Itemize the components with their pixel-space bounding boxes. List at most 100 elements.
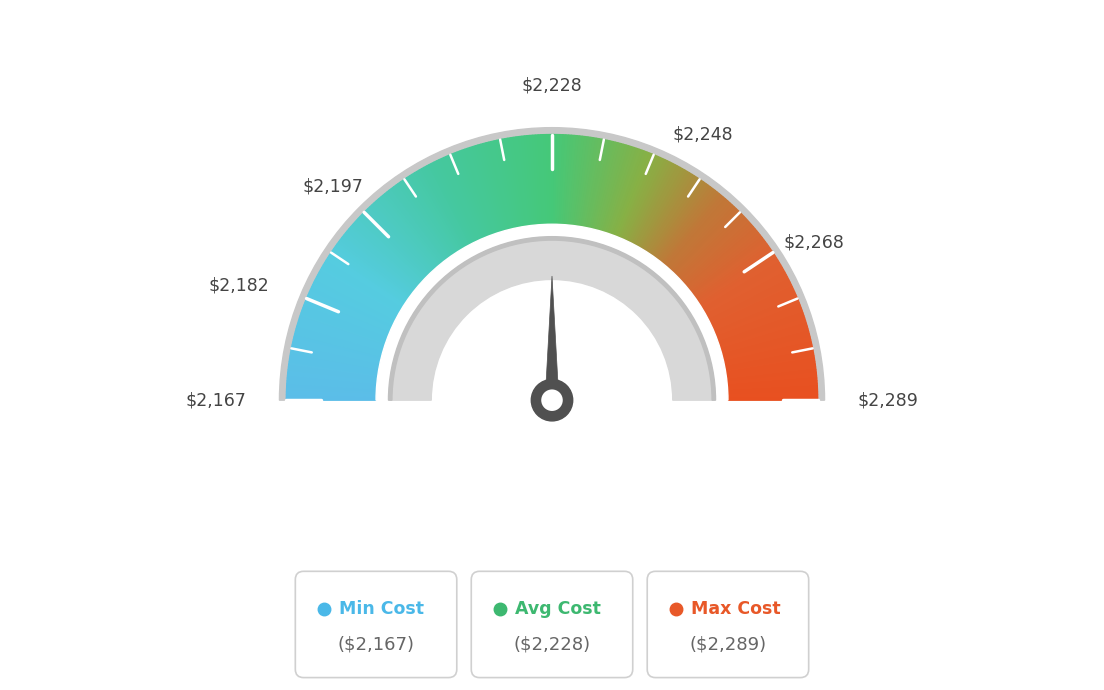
- Wedge shape: [690, 235, 762, 293]
- Wedge shape: [722, 331, 809, 357]
- Wedge shape: [436, 160, 477, 242]
- Wedge shape: [637, 168, 682, 247]
- Wedge shape: [618, 155, 655, 238]
- Wedge shape: [654, 184, 708, 258]
- Wedge shape: [721, 324, 807, 351]
- Wedge shape: [725, 351, 814, 369]
- Text: Avg Cost: Avg Cost: [516, 600, 602, 618]
- Wedge shape: [328, 255, 404, 306]
- Text: ($2,289): ($2,289): [689, 635, 766, 653]
- Wedge shape: [294, 337, 381, 360]
- Wedge shape: [417, 170, 464, 249]
- Wedge shape: [354, 220, 423, 282]
- Wedge shape: [478, 144, 505, 231]
- Wedge shape: [583, 139, 602, 228]
- Wedge shape: [351, 224, 420, 285]
- Wedge shape: [640, 170, 687, 249]
- Wedge shape: [712, 290, 795, 328]
- Wedge shape: [549, 135, 552, 224]
- Wedge shape: [601, 145, 629, 232]
- Wedge shape: [546, 135, 550, 224]
- Wedge shape: [390, 238, 714, 400]
- Wedge shape: [725, 356, 815, 373]
- Wedge shape: [340, 237, 413, 294]
- Wedge shape: [300, 313, 385, 344]
- Wedge shape: [434, 161, 476, 243]
- Wedge shape: [701, 258, 778, 308]
- Wedge shape: [682, 222, 751, 284]
- Text: ($2,167): ($2,167): [338, 635, 414, 653]
- Wedge shape: [710, 284, 793, 325]
- FancyBboxPatch shape: [471, 571, 633, 678]
- Wedge shape: [376, 199, 437, 268]
- Wedge shape: [290, 353, 379, 371]
- Wedge shape: [420, 169, 466, 248]
- Wedge shape: [726, 364, 816, 378]
- Wedge shape: [362, 213, 427, 277]
- Wedge shape: [346, 231, 416, 290]
- Wedge shape: [686, 226, 755, 286]
- Wedge shape: [724, 345, 813, 366]
- Wedge shape: [711, 287, 794, 327]
- Wedge shape: [649, 179, 701, 255]
- Wedge shape: [314, 279, 395, 322]
- Wedge shape: [644, 173, 692, 250]
- Wedge shape: [709, 279, 790, 322]
- Wedge shape: [722, 328, 808, 355]
- Wedge shape: [728, 397, 818, 400]
- Wedge shape: [342, 235, 414, 293]
- Wedge shape: [585, 139, 605, 228]
- Wedge shape: [651, 181, 703, 256]
- Text: ($2,228): ($2,228): [513, 635, 591, 653]
- Wedge shape: [505, 138, 522, 227]
- Wedge shape: [343, 233, 415, 291]
- Wedge shape: [388, 190, 444, 262]
- Wedge shape: [691, 237, 764, 294]
- Wedge shape: [625, 159, 665, 241]
- Wedge shape: [333, 246, 408, 299]
- Wedge shape: [401, 181, 453, 256]
- Wedge shape: [383, 194, 442, 265]
- Wedge shape: [310, 287, 393, 327]
- Wedge shape: [719, 315, 805, 346]
- Wedge shape: [641, 172, 690, 250]
- Text: $2,289: $2,289: [858, 391, 919, 409]
- Wedge shape: [287, 381, 376, 389]
- Wedge shape: [318, 273, 397, 317]
- Wedge shape: [309, 290, 392, 328]
- Wedge shape: [634, 165, 678, 245]
- Wedge shape: [645, 175, 694, 252]
- Circle shape: [541, 389, 563, 411]
- Wedge shape: [521, 136, 533, 226]
- Wedge shape: [728, 373, 817, 384]
- Wedge shape: [426, 165, 470, 245]
- Wedge shape: [576, 137, 591, 226]
- Text: Max Cost: Max Cost: [691, 600, 781, 618]
- Wedge shape: [470, 147, 499, 233]
- Wedge shape: [298, 321, 384, 349]
- Wedge shape: [312, 282, 394, 324]
- Wedge shape: [635, 166, 680, 246]
- Wedge shape: [348, 228, 417, 288]
- Wedge shape: [705, 270, 785, 315]
- Wedge shape: [648, 177, 699, 254]
- Wedge shape: [560, 135, 566, 224]
- Wedge shape: [372, 203, 434, 270]
- Wedge shape: [305, 300, 389, 335]
- Wedge shape: [718, 310, 803, 342]
- Wedge shape: [720, 318, 806, 348]
- Wedge shape: [699, 253, 775, 304]
- Wedge shape: [563, 135, 572, 225]
- Wedge shape: [566, 135, 577, 225]
- Text: $2,167: $2,167: [185, 391, 246, 409]
- Wedge shape: [708, 277, 788, 320]
- Wedge shape: [728, 384, 817, 391]
- Wedge shape: [588, 140, 609, 228]
- Wedge shape: [288, 370, 378, 382]
- Wedge shape: [723, 339, 811, 362]
- Wedge shape: [368, 206, 432, 273]
- Wedge shape: [294, 334, 382, 358]
- Wedge shape: [628, 161, 670, 243]
- Wedge shape: [679, 217, 745, 279]
- Wedge shape: [379, 197, 438, 267]
